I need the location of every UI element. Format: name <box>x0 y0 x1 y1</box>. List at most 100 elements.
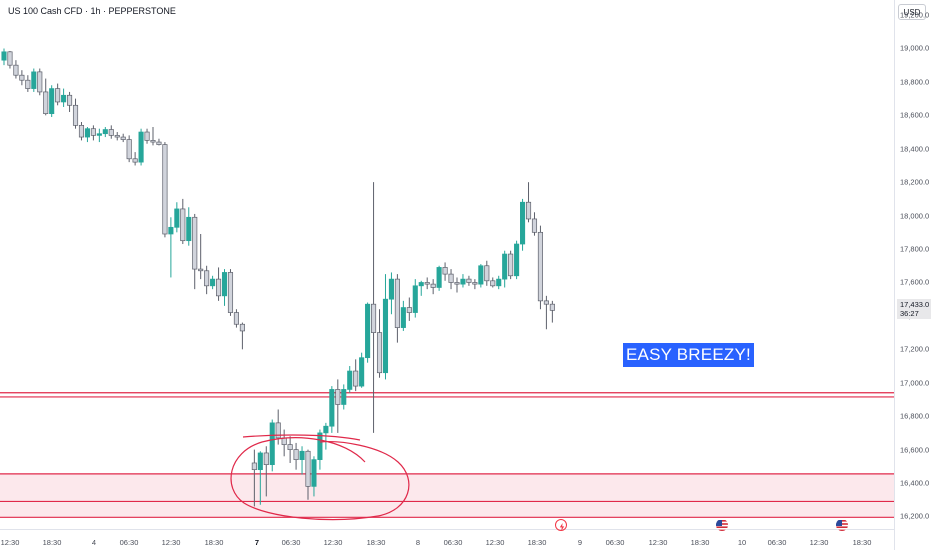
candle-body <box>221 272 228 297</box>
x-tick-label: 12:30 <box>0 538 20 547</box>
x-tick-label: 18:30 <box>852 538 872 547</box>
y-tick-label: 16,200.0 <box>900 511 930 521</box>
candle-body <box>126 139 132 160</box>
candle-body <box>281 437 287 445</box>
candle-body <box>412 285 418 313</box>
candle-body <box>114 135 120 138</box>
candle-body <box>293 449 299 460</box>
candle-body <box>37 71 43 93</box>
candle-body <box>84 128 90 138</box>
candle-body <box>138 131 144 163</box>
candle-body <box>227 272 234 313</box>
candle-body <box>531 218 538 233</box>
x-tick-label: 9 <box>577 538 583 547</box>
candle-body <box>31 71 37 89</box>
candle-body <box>430 283 436 288</box>
candle-body <box>543 300 549 305</box>
y-tick-label: 16,600.0 <box>900 445 930 455</box>
candle-body <box>72 104 79 126</box>
candle-body <box>520 201 526 245</box>
candle-body <box>102 129 108 135</box>
bar-countdown: 36:27 <box>900 309 919 318</box>
x-tick-label: 7 <box>254 538 260 547</box>
zone-fill <box>0 473 894 518</box>
y-tick-label: 17,200.0 <box>900 344 930 354</box>
candle-body <box>406 307 412 313</box>
candle-body <box>305 450 311 487</box>
x-tick-label: 10 <box>737 538 747 547</box>
candle-body <box>204 270 210 287</box>
candle-body <box>460 278 466 285</box>
candle-body <box>514 243 520 277</box>
candle-body <box>78 125 85 138</box>
time-axis[interactable] <box>0 529 894 551</box>
candle-body <box>25 79 31 89</box>
candle-body <box>49 88 55 115</box>
candle-body <box>198 268 204 272</box>
candle-body <box>317 432 323 460</box>
candle-body <box>448 273 454 283</box>
candle-body <box>174 208 180 228</box>
candle-body <box>424 282 430 285</box>
x-tick-label: 06:30 <box>767 538 787 547</box>
last-price-tag: 17,433.0 36:27 <box>897 299 931 319</box>
candle-body <box>502 253 508 280</box>
candle-body <box>132 158 138 163</box>
y-tick-label: 19,200.0 <box>900 10 930 20</box>
candles-layer <box>1 48 555 507</box>
x-tick-label: 12:30 <box>809 538 829 547</box>
x-tick-label: 18:30 <box>204 538 224 547</box>
candle-body <box>466 278 472 283</box>
text-annotation[interactable]: EASY BREEZY! <box>623 343 754 367</box>
candle-body <box>108 129 114 136</box>
candle-body <box>7 51 13 66</box>
candle-body <box>251 462 257 471</box>
x-tick-label: 4 <box>91 538 97 547</box>
candle-body <box>180 208 186 242</box>
candle-body <box>61 94 67 103</box>
candle-body <box>96 133 102 136</box>
candle-body <box>144 131 150 141</box>
circle-stroke <box>230 437 410 521</box>
candle-body <box>19 74 25 81</box>
candle-body <box>442 267 448 275</box>
us-flag-icon[interactable] <box>836 519 848 531</box>
currency-selector[interactable]: USD <box>898 4 926 20</box>
us-flag-icon[interactable] <box>716 519 728 531</box>
candle-body <box>359 357 365 387</box>
candle-body <box>239 323 245 332</box>
x-tick-label: 12:30 <box>161 538 181 547</box>
y-tick-label: 19,000.0 <box>900 43 930 53</box>
candle-body <box>233 312 239 325</box>
lightning-icon[interactable] <box>555 519 567 531</box>
candle-body <box>168 226 174 235</box>
x-tick-label: 06:30 <box>443 538 463 547</box>
x-tick-label: 06:30 <box>119 538 139 547</box>
candle-body <box>216 278 222 297</box>
price-axis[interactable] <box>894 0 932 550</box>
candle-body <box>418 282 424 287</box>
y-tick-label: 16,800.0 <box>900 411 930 421</box>
candle-body <box>382 298 389 374</box>
y-tick-label: 17,800.0 <box>900 244 930 254</box>
candle-body <box>162 144 168 235</box>
candle-body <box>436 267 442 288</box>
candle-body <box>120 136 126 140</box>
candle-body <box>275 422 281 439</box>
candle-body <box>90 128 96 136</box>
x-tick-label: 8 <box>415 538 421 547</box>
candle-body <box>508 253 514 277</box>
symbol-title[interactable]: US 100 Cash CFD · 1h · PEPPERSTONE <box>6 5 178 17</box>
candle-body <box>1 51 7 61</box>
candle-body <box>287 444 293 450</box>
x-tick-label: 12:30 <box>323 538 343 547</box>
candle-body <box>156 141 162 145</box>
candle-body <box>484 265 490 282</box>
x-tick-label: 12:30 <box>485 538 505 547</box>
candle-body <box>454 282 460 285</box>
y-tick-label: 18,000.0 <box>900 211 930 221</box>
last-price-value: 17,433.0 <box>900 300 930 309</box>
support-zone <box>0 392 894 518</box>
y-tick-label: 16,400.0 <box>900 478 930 488</box>
